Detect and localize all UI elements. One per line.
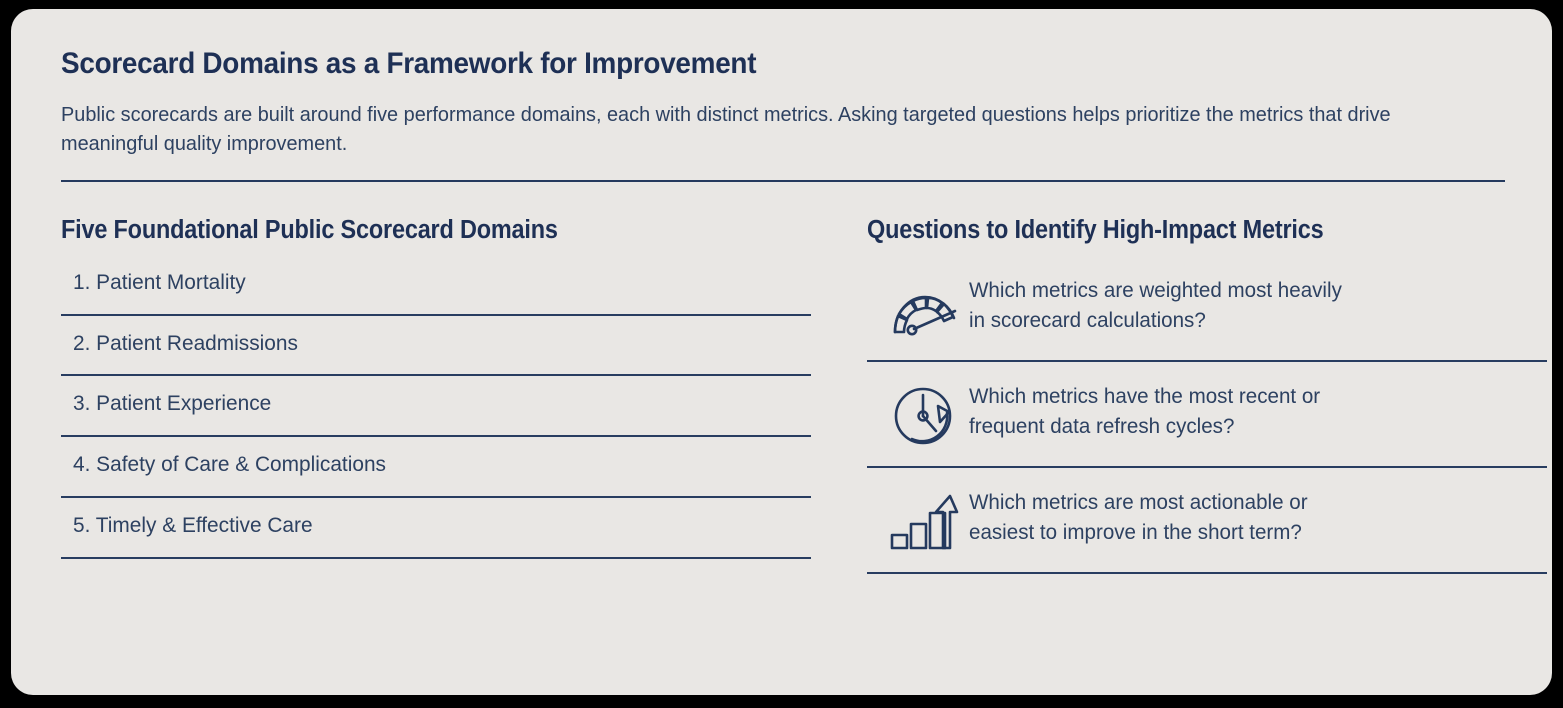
header-divider [61, 179, 1505, 182]
list-item[interactable]: 1. Patient Mortality [61, 270, 811, 316]
card-content: Scorecard Domains as a Framework for Imp… [61, 47, 1547, 574]
clock-refresh-icon [881, 380, 969, 452]
question-line-1: Which metrics have the most recent or [969, 384, 1321, 408]
info-card: Scorecard Domains as a Framework for Imp… [11, 9, 1552, 695]
domain-label: 4. Safety of Care & Complications [73, 452, 386, 477]
domains-heading: Five Foundational Public Scorecard Domai… [61, 215, 558, 244]
questions-heading: Questions to Identify High-Impact Metric… [867, 215, 1324, 244]
question-line-2: in scorecard calculations? [969, 309, 1206, 333]
question-line-2: frequent data refresh cycles? [969, 415, 1235, 439]
domains-column: Five Foundational Public Scorecard Domai… [61, 216, 811, 574]
two-column-body: Five Foundational Public Scorecard Domai… [61, 216, 1547, 574]
list-item[interactable]: 2. Patient Readmissions [61, 331, 811, 377]
list-item[interactable]: 4. Safety of Care & Complications [61, 452, 811, 498]
growth-bar-chart-icon [881, 486, 969, 558]
question-line-1: Which metrics are weighted most heavily [969, 278, 1342, 302]
domain-label: 3. Patient Experience [73, 391, 272, 416]
question-line-1: Which metrics are most actionable or [969, 490, 1308, 514]
gauge-icon [881, 274, 969, 346]
question-text: Which metrics have the most recent or fr… [969, 378, 1320, 443]
list-item[interactable]: Which metrics are most actionable or eas… [867, 480, 1547, 574]
list-item[interactable]: 3. Patient Experience [61, 391, 811, 438]
question-line-2: easiest to improve in the short term? [969, 521, 1302, 545]
questions-column: Questions to Identify High-Impact Metric… [867, 216, 1547, 574]
question-text: Which metrics are weighted most heavily … [969, 272, 1342, 337]
page-title: Scorecard Domains as a Framework for Imp… [61, 47, 757, 80]
domains-list: 1. Patient Mortality 2. Patient Readmiss… [61, 270, 811, 559]
questions-list: Which metrics are weighted most heavily … [867, 268, 1547, 574]
page-subtitle: Public scorecards are built around five … [61, 102, 1391, 155]
question-text: Which metrics are most actionable or eas… [969, 484, 1308, 549]
domain-label: 1. Patient Mortality [73, 269, 246, 294]
list-item[interactable]: 5. Timely & Effective Care [61, 513, 811, 559]
domain-label: 2. Patient Readmissions [73, 330, 298, 355]
list-item[interactable]: Which metrics are weighted most heavily … [867, 268, 1547, 362]
list-item[interactable]: Which metrics have the most recent or fr… [867, 374, 1547, 468]
domain-label: 5. Timely & Effective Care [73, 512, 313, 537]
